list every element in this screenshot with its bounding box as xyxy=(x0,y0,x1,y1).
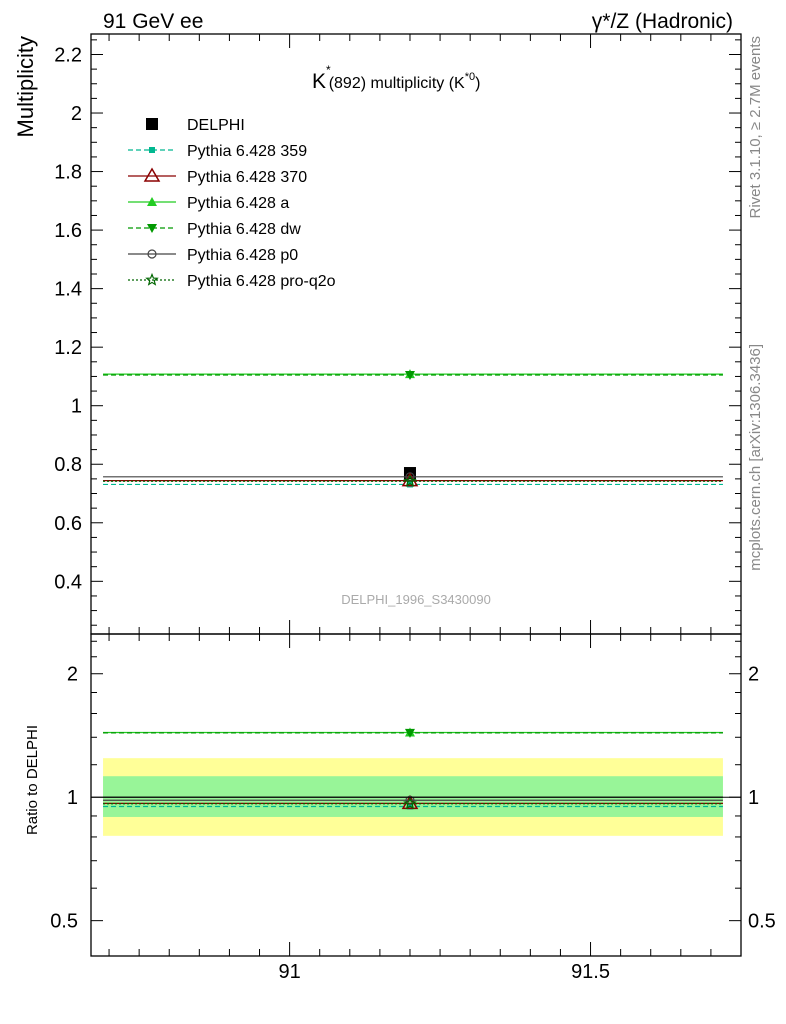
main-ytick-label: 2.2 xyxy=(54,44,82,66)
legend-label-pa: Pythia 6.428 a xyxy=(187,195,289,212)
main-ytick-label: 0.6 xyxy=(54,513,82,535)
legend-marker-pdw xyxy=(147,224,157,233)
legend-item-p359: Pythia 6.428 359 xyxy=(128,143,307,160)
main-ytick-label: 1.4 xyxy=(54,279,82,301)
legend-marker-pa xyxy=(147,197,157,206)
ratio-xtick-label: 91.5 xyxy=(571,961,610,983)
ratio-uncertainty-band-2 xyxy=(103,776,723,817)
legend-marker-pp0 xyxy=(147,249,157,259)
chart-title: K* (892) multiplicity (K*0) xyxy=(312,63,480,93)
rivet-label: Rivet 3.1.10, ≥ 2.7M events xyxy=(747,36,764,219)
title-close: ) xyxy=(475,75,480,92)
ratio-frame xyxy=(90,633,742,957)
legend-item-pdw: Pythia 6.428 dw xyxy=(128,221,301,238)
legend-item-pq2o: Pythia 6.428 pro-q2o xyxy=(128,272,336,290)
ratio-panel: 91 91.5 0.5 0.5 1 1 2 2 xyxy=(50,633,776,983)
main-ytick-label: 0.4 xyxy=(54,571,82,593)
legend: DELPHI Pythia 6.428 359 Pythia 6.428 370 Py… xyxy=(128,117,336,290)
analysis-watermark: DELPHI_1996_S3430090 xyxy=(341,592,491,607)
main-ytick-label: 1.8 xyxy=(54,162,82,184)
header-left: 91 GeV ee xyxy=(103,10,203,33)
ratio-ytick-label-left: 1 xyxy=(67,787,78,809)
ratio-marker-pq2o xyxy=(403,796,417,810)
main-ylabel: Multiplicity xyxy=(13,36,38,137)
mcplots-label: mcplots.cern.ch [arXiv:1306.3436] xyxy=(747,344,764,571)
legend-label-pp0: Pythia 6.428 p0 xyxy=(187,247,298,264)
ratio-xtick-label: 91 xyxy=(278,961,300,983)
title-star: * xyxy=(326,63,331,77)
main-ytick-label: 0.8 xyxy=(54,454,82,476)
ratio-ytick-label-left: 2 xyxy=(67,664,78,686)
ratio-ytick-label-right: 1 xyxy=(748,787,759,809)
ratio-ytick-label-right: 0.5 xyxy=(748,911,776,933)
legend-item-pp0: Pythia 6.428 p0 xyxy=(128,247,298,264)
ratio-ytick-label-right: 2 xyxy=(748,664,759,686)
legend-marker-delphi xyxy=(146,118,158,130)
ratio-ylabel: Ratio to DELPHI xyxy=(24,725,41,835)
legend-marker-pq2o xyxy=(145,272,159,286)
ratio-ytick-label-left: 0.5 xyxy=(50,911,78,933)
legend-label-p370: Pythia 6.428 370 xyxy=(187,169,307,186)
legend-marker-p359 xyxy=(149,147,155,153)
legend-item-pa: Pythia 6.428 a xyxy=(128,195,289,212)
title-mid: (892) multiplicity (K xyxy=(329,75,465,92)
legend-label-p359: Pythia 6.428 359 xyxy=(187,143,307,160)
legend-item-p370: Pythia 6.428 370 xyxy=(128,167,307,186)
legend-label-pdw: Pythia 6.428 dw xyxy=(187,221,301,238)
main-ytick-label: 1.2 xyxy=(54,337,82,359)
title-k: K xyxy=(312,70,326,93)
main-ytick-label: 2 xyxy=(71,103,82,125)
title-sup: *0 xyxy=(465,71,475,83)
legend-item-delphi: DELPHI xyxy=(146,117,245,134)
main-ytick-label: 1.6 xyxy=(54,220,82,242)
legend-label-delphi: DELPHI xyxy=(187,117,245,134)
ratio-marker-pdw xyxy=(404,728,415,738)
main-marker-p359 xyxy=(406,481,413,488)
legend-label-pq2o: Pythia 6.428 pro-q2o xyxy=(187,273,336,290)
header-right: γ*/Z (Hadronic) xyxy=(592,10,733,33)
main-ytick-label: 1 xyxy=(71,396,82,418)
ratio-marker-pp0 xyxy=(405,795,415,805)
legend-marker-p370 xyxy=(143,167,161,182)
main-marker-pq2o xyxy=(403,474,417,487)
main-marker-pdw xyxy=(404,370,415,380)
